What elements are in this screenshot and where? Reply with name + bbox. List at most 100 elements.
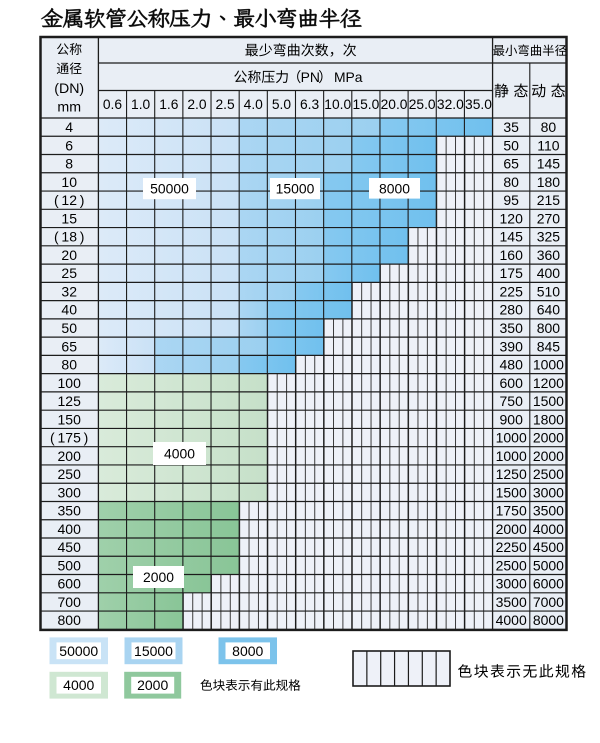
- svg-text:1.6: 1.6: [159, 97, 179, 112]
- svg-text:( 12 ): ( 12 ): [54, 192, 85, 208]
- svg-text:5.0: 5.0: [272, 97, 292, 112]
- svg-text:0.6: 0.6: [103, 97, 123, 112]
- svg-text:400: 400: [537, 265, 561, 281]
- svg-text:6: 6: [65, 137, 73, 153]
- svg-text:1800: 1800: [533, 411, 564, 427]
- svg-text:2000: 2000: [533, 430, 564, 446]
- svg-text:15000: 15000: [276, 181, 315, 197]
- svg-text:4: 4: [65, 119, 73, 135]
- svg-text:15: 15: [61, 210, 77, 226]
- svg-text:65: 65: [503, 156, 519, 172]
- svg-text:( 18 ): ( 18 ): [54, 229, 85, 245]
- svg-text:125: 125: [58, 393, 82, 409]
- svg-text:( 175 ): ( 175 ): [50, 430, 88, 446]
- svg-text:600: 600: [500, 375, 524, 391]
- svg-text:100: 100: [58, 375, 82, 391]
- svg-text:250: 250: [58, 466, 82, 482]
- svg-text:2000: 2000: [143, 569, 174, 585]
- svg-text:32: 32: [61, 283, 77, 299]
- svg-text:10: 10: [61, 174, 77, 190]
- svg-text:25.0: 25.0: [409, 97, 436, 112]
- svg-text:750: 750: [500, 393, 524, 409]
- svg-text:50000: 50000: [59, 643, 98, 659]
- svg-text:mm: mm: [57, 99, 81, 115]
- svg-text:4000: 4000: [63, 677, 94, 693]
- svg-text:225: 225: [500, 283, 524, 299]
- svg-text:8000: 8000: [379, 180, 410, 196]
- svg-text:1000: 1000: [496, 430, 527, 446]
- svg-text:510: 510: [537, 283, 561, 299]
- svg-text:1250: 1250: [496, 466, 527, 482]
- svg-text:2.5: 2.5: [216, 97, 236, 112]
- svg-text:450: 450: [58, 539, 82, 555]
- svg-text:8000: 8000: [533, 612, 564, 628]
- svg-text:20.0: 20.0: [381, 97, 408, 112]
- svg-text:4000: 4000: [164, 446, 195, 462]
- svg-text:2000: 2000: [496, 521, 527, 537]
- svg-text:50000: 50000: [150, 181, 189, 197]
- svg-text:3500: 3500: [533, 503, 564, 519]
- svg-text:390: 390: [500, 338, 524, 354]
- svg-text:8: 8: [65, 156, 73, 172]
- svg-text:900: 900: [500, 411, 524, 427]
- svg-text:65: 65: [61, 338, 77, 354]
- svg-text:40: 40: [61, 302, 77, 318]
- svg-text:2250: 2250: [496, 539, 527, 555]
- svg-text:400: 400: [58, 521, 82, 537]
- svg-text:6.3: 6.3: [300, 97, 320, 112]
- svg-text:5000: 5000: [533, 557, 564, 573]
- svg-text:15.0: 15.0: [352, 97, 379, 112]
- svg-text:80: 80: [61, 357, 77, 373]
- svg-text:32.0: 32.0: [437, 97, 464, 112]
- svg-text:360: 360: [537, 247, 561, 263]
- svg-text:8000: 8000: [232, 643, 263, 659]
- svg-text:110: 110: [537, 137, 560, 153]
- svg-text:4000: 4000: [496, 612, 527, 628]
- svg-text:2000: 2000: [533, 448, 564, 464]
- svg-text:1000: 1000: [533, 357, 564, 373]
- svg-text:350: 350: [58, 503, 82, 519]
- svg-text:2500: 2500: [496, 557, 527, 573]
- svg-text:(DN): (DN): [54, 81, 84, 97]
- svg-text:800: 800: [58, 612, 82, 628]
- svg-text:7000: 7000: [533, 594, 564, 610]
- svg-text:600: 600: [58, 576, 82, 592]
- svg-text:4500: 4500: [533, 539, 564, 555]
- svg-text:200: 200: [58, 448, 82, 464]
- svg-text:35.0: 35.0: [465, 97, 492, 112]
- svg-text:3500: 3500: [496, 594, 527, 610]
- svg-text:215: 215: [537, 192, 561, 208]
- svg-text:3000: 3000: [533, 484, 564, 500]
- svg-text:800: 800: [537, 320, 561, 336]
- svg-text:325: 325: [537, 229, 561, 245]
- svg-text:500: 500: [58, 557, 82, 573]
- svg-text:2000: 2000: [137, 677, 168, 693]
- svg-text:PN: PN: [301, 69, 320, 85]
- svg-text:640: 640: [537, 302, 561, 318]
- svg-text:15000: 15000: [134, 643, 173, 659]
- svg-text:280: 280: [500, 302, 524, 318]
- svg-text:4.0: 4.0: [244, 97, 264, 112]
- svg-text:145: 145: [500, 229, 524, 245]
- svg-text:6000: 6000: [533, 576, 564, 592]
- svg-text:1000: 1000: [496, 448, 527, 464]
- svg-text:2500: 2500: [533, 466, 564, 482]
- svg-text:1500: 1500: [533, 393, 564, 409]
- svg-text:20: 20: [61, 247, 77, 263]
- svg-text:2.0: 2.0: [187, 97, 207, 112]
- svg-text:300: 300: [58, 484, 82, 500]
- svg-text:1.0: 1.0: [131, 97, 151, 112]
- svg-text:1200: 1200: [533, 375, 564, 391]
- svg-text:80: 80: [503, 174, 519, 190]
- svg-text:1750: 1750: [496, 503, 527, 519]
- svg-text:3000: 3000: [496, 576, 527, 592]
- svg-text:845: 845: [537, 338, 561, 354]
- svg-text:145: 145: [537, 156, 561, 172]
- svg-text:175: 175: [500, 265, 524, 281]
- svg-text:35: 35: [503, 119, 519, 135]
- svg-text:MPa: MPa: [334, 69, 363, 85]
- svg-text:25: 25: [61, 265, 77, 281]
- svg-text:270: 270: [537, 210, 561, 226]
- svg-text:700: 700: [58, 594, 82, 610]
- svg-text:80: 80: [541, 119, 557, 135]
